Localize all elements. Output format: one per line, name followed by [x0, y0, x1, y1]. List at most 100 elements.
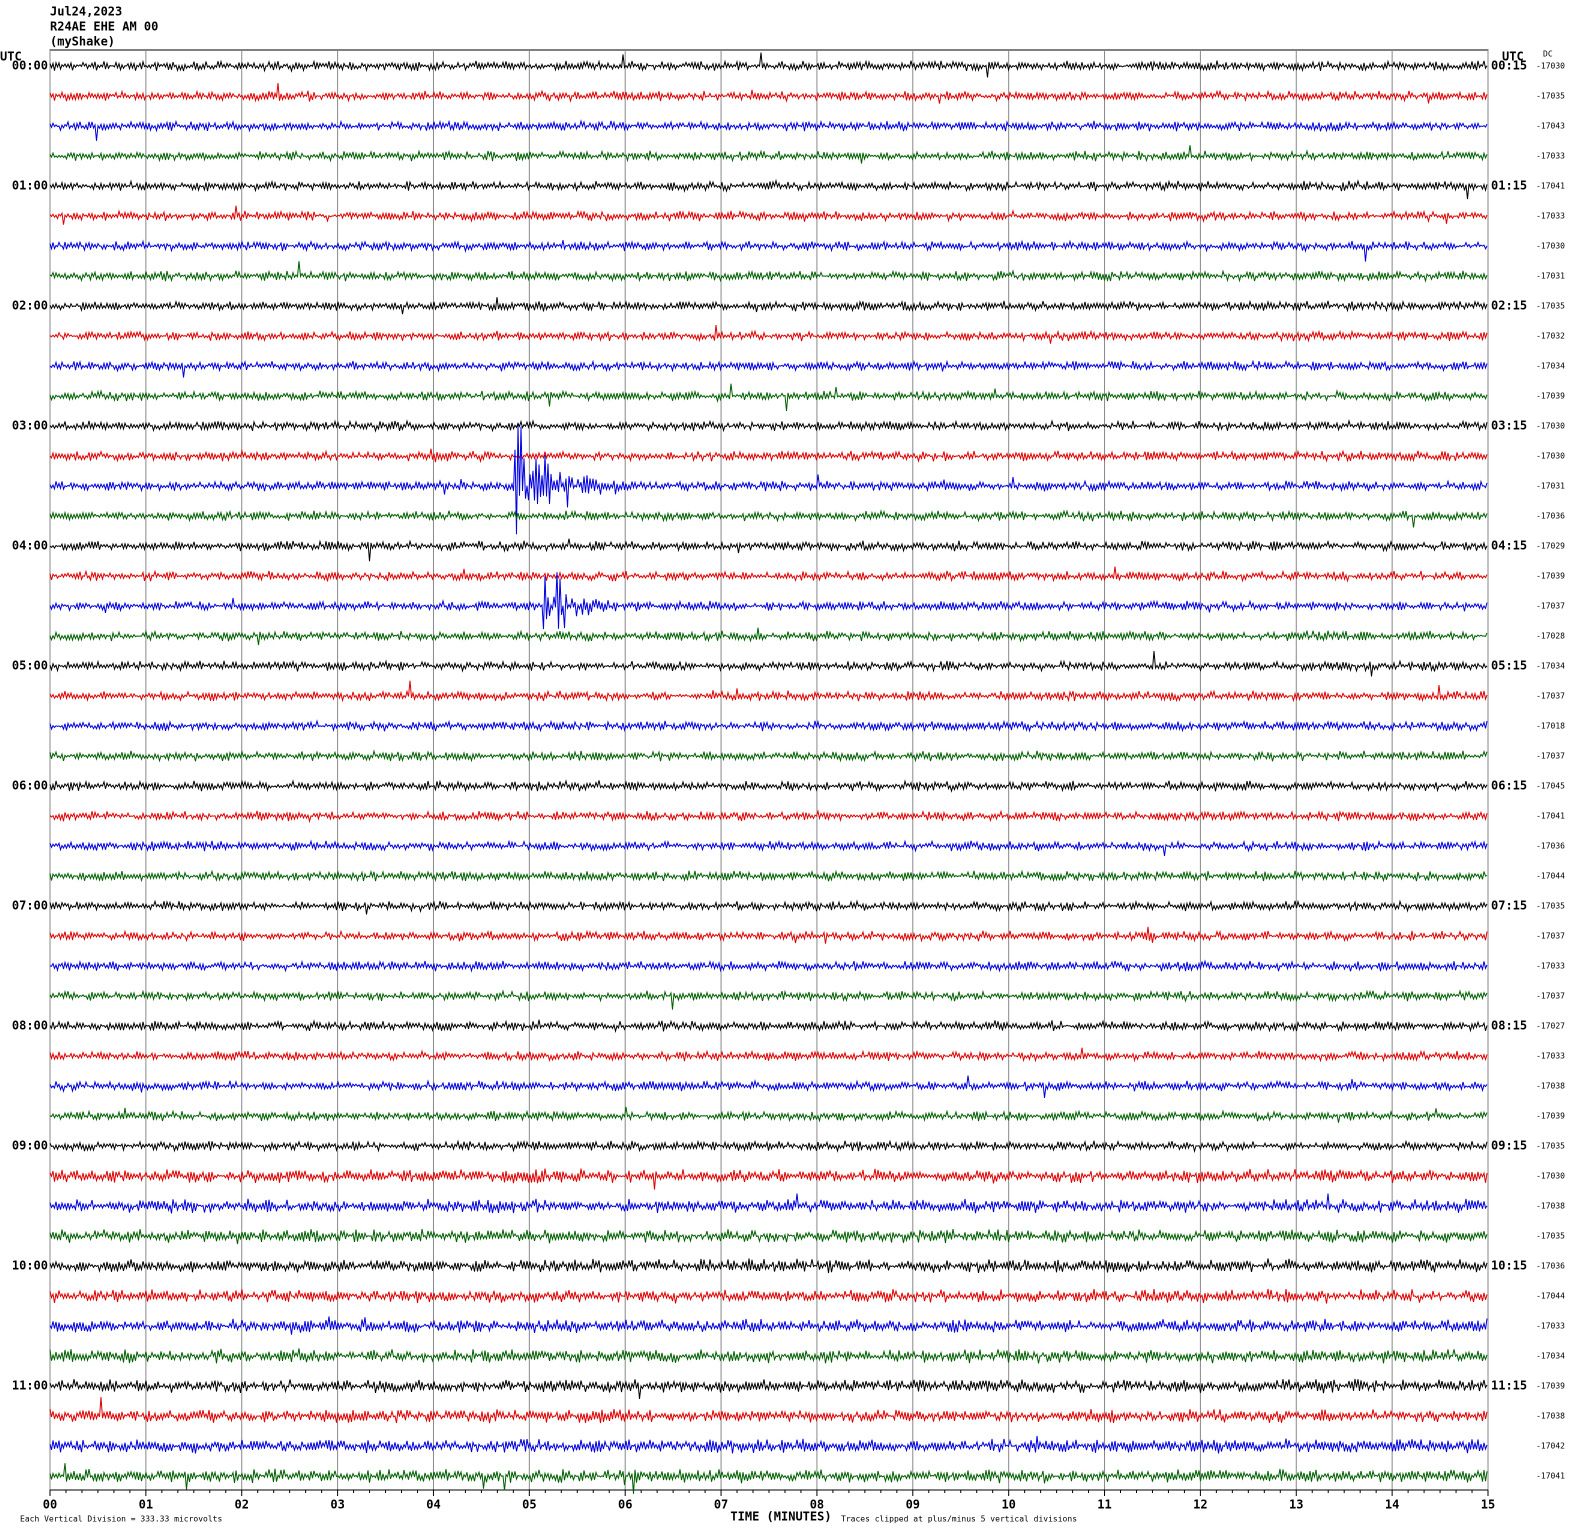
dc-offset: -17030 — [1536, 1172, 1565, 1181]
dc-title: DC — [1543, 50, 1553, 59]
trace — [49, 52, 1488, 78]
trace — [49, 1228, 1488, 1245]
dc-offset: -17036 — [1536, 1262, 1565, 1271]
right-time-label: 00:15 — [1491, 59, 1527, 73]
dc-offset: -17033 — [1536, 152, 1565, 161]
dc-offset: -17045 — [1536, 782, 1565, 791]
trace — [49, 509, 1488, 528]
trace — [49, 959, 1488, 973]
trace — [49, 1019, 1488, 1034]
dc-offset: -17031 — [1536, 482, 1565, 491]
dc-offset: -17037 — [1536, 602, 1565, 611]
trace — [49, 82, 1488, 104]
left-time-label: 09:00 — [12, 1139, 48, 1153]
trace — [49, 680, 1488, 703]
trace — [49, 779, 1488, 793]
dc-offset: -17033 — [1536, 1322, 1565, 1331]
right-axis-title: UTC — [1502, 50, 1524, 64]
right-time-label: 03:15 — [1491, 419, 1527, 433]
trace — [49, 651, 1488, 677]
dc-offset: -17039 — [1536, 392, 1565, 401]
dc-offset: -17033 — [1536, 962, 1565, 971]
x-tick-label: 13 — [1289, 1498, 1303, 1512]
trace — [49, 324, 1488, 344]
trace — [49, 424, 1488, 535]
dc-offset: -17041 — [1536, 1472, 1565, 1481]
x-tick-label: 04 — [426, 1498, 440, 1512]
left-time-label: 11:00 — [12, 1379, 48, 1393]
left-time-label: 07:00 — [12, 899, 48, 913]
left-time-label: 08:00 — [12, 1019, 48, 1033]
trace — [49, 989, 1488, 1010]
trace — [49, 1435, 1488, 1454]
trace — [49, 448, 1488, 464]
right-time-label: 02:15 — [1491, 299, 1527, 313]
trace — [49, 1378, 1488, 1399]
clip-note: Traces clipped at plus/minus 5 vertical … — [841, 1515, 1077, 1524]
dc-offset: -17035 — [1536, 302, 1565, 311]
station: R24AE EHE AM 00 — [50, 20, 158, 34]
trace — [49, 1258, 1488, 1274]
trace — [49, 869, 1488, 883]
right-time-label: 07:15 — [1491, 899, 1527, 913]
dc-offset: -17035 — [1536, 1232, 1565, 1241]
plot-frame — [49, 49, 1489, 1491]
trace — [49, 899, 1488, 915]
right-time-label: 09:15 — [1491, 1139, 1527, 1153]
dc-offset: -17039 — [1536, 1382, 1565, 1391]
dc-offset: -17044 — [1536, 872, 1565, 881]
trace — [49, 1463, 1488, 1494]
trace — [49, 261, 1488, 283]
dc-offset: -17041 — [1536, 812, 1565, 821]
x-tick-label: 14 — [1385, 1498, 1399, 1512]
dc-offset: -17044 — [1536, 1292, 1565, 1301]
dc-offset: -17035 — [1536, 1142, 1565, 1151]
dc-offset: -17028 — [1536, 632, 1565, 641]
dc-offset: -17027 — [1536, 1022, 1565, 1031]
scale-note: Each Vertical Division = 333.33 microvol… — [20, 1515, 222, 1524]
date: Jul24,2023 — [50, 5, 122, 19]
trace — [49, 1075, 1488, 1099]
right-time-label: 04:15 — [1491, 539, 1527, 553]
dc-offset: -17032 — [1536, 332, 1565, 341]
dc-offset: -17030 — [1536, 422, 1565, 431]
dc-offset: -17041 — [1536, 182, 1565, 191]
trace — [49, 239, 1488, 262]
trace — [49, 572, 1488, 630]
dc-offset: -17037 — [1536, 992, 1565, 1001]
trace — [49, 145, 1488, 164]
trace — [49, 719, 1488, 733]
dc-offset: -17033 — [1536, 212, 1565, 221]
trace — [49, 178, 1488, 200]
dc-offset: -17042 — [1536, 1442, 1565, 1451]
dc-offset: -17036 — [1536, 842, 1565, 851]
dc-offset: -17038 — [1536, 1082, 1565, 1091]
right-time-label: 11:15 — [1491, 1379, 1527, 1393]
trace — [49, 566, 1488, 583]
dc-offset: -17038 — [1536, 1202, 1565, 1211]
trace — [49, 809, 1488, 824]
right-time-label: 01:15 — [1491, 179, 1527, 193]
dc-offset: -17034 — [1536, 1352, 1565, 1361]
dc-offset: -17030 — [1536, 452, 1565, 461]
x-tick-label: 08 — [810, 1498, 824, 1512]
left-axis-title: UTC — [0, 50, 22, 64]
x-tick-label: 01 — [139, 1498, 153, 1512]
right-time-label: 10:15 — [1491, 1259, 1527, 1273]
dc-offset: -17033 — [1536, 1052, 1565, 1061]
trace — [49, 383, 1488, 412]
x-tick-label: 07 — [714, 1498, 728, 1512]
trace — [49, 538, 1488, 562]
trace — [49, 1168, 1488, 1190]
trace — [49, 418, 1488, 433]
left-time-label: 04:00 — [12, 539, 48, 553]
trace — [49, 749, 1488, 763]
dc-offset: -17037 — [1536, 932, 1565, 941]
x-tick-label: 09 — [906, 1498, 920, 1512]
x-tick-label: 06 — [618, 1498, 632, 1512]
trace — [49, 1139, 1488, 1154]
dc-offset: -17031 — [1536, 272, 1565, 281]
dc-offset: -17029 — [1536, 542, 1565, 551]
trace — [49, 627, 1488, 646]
